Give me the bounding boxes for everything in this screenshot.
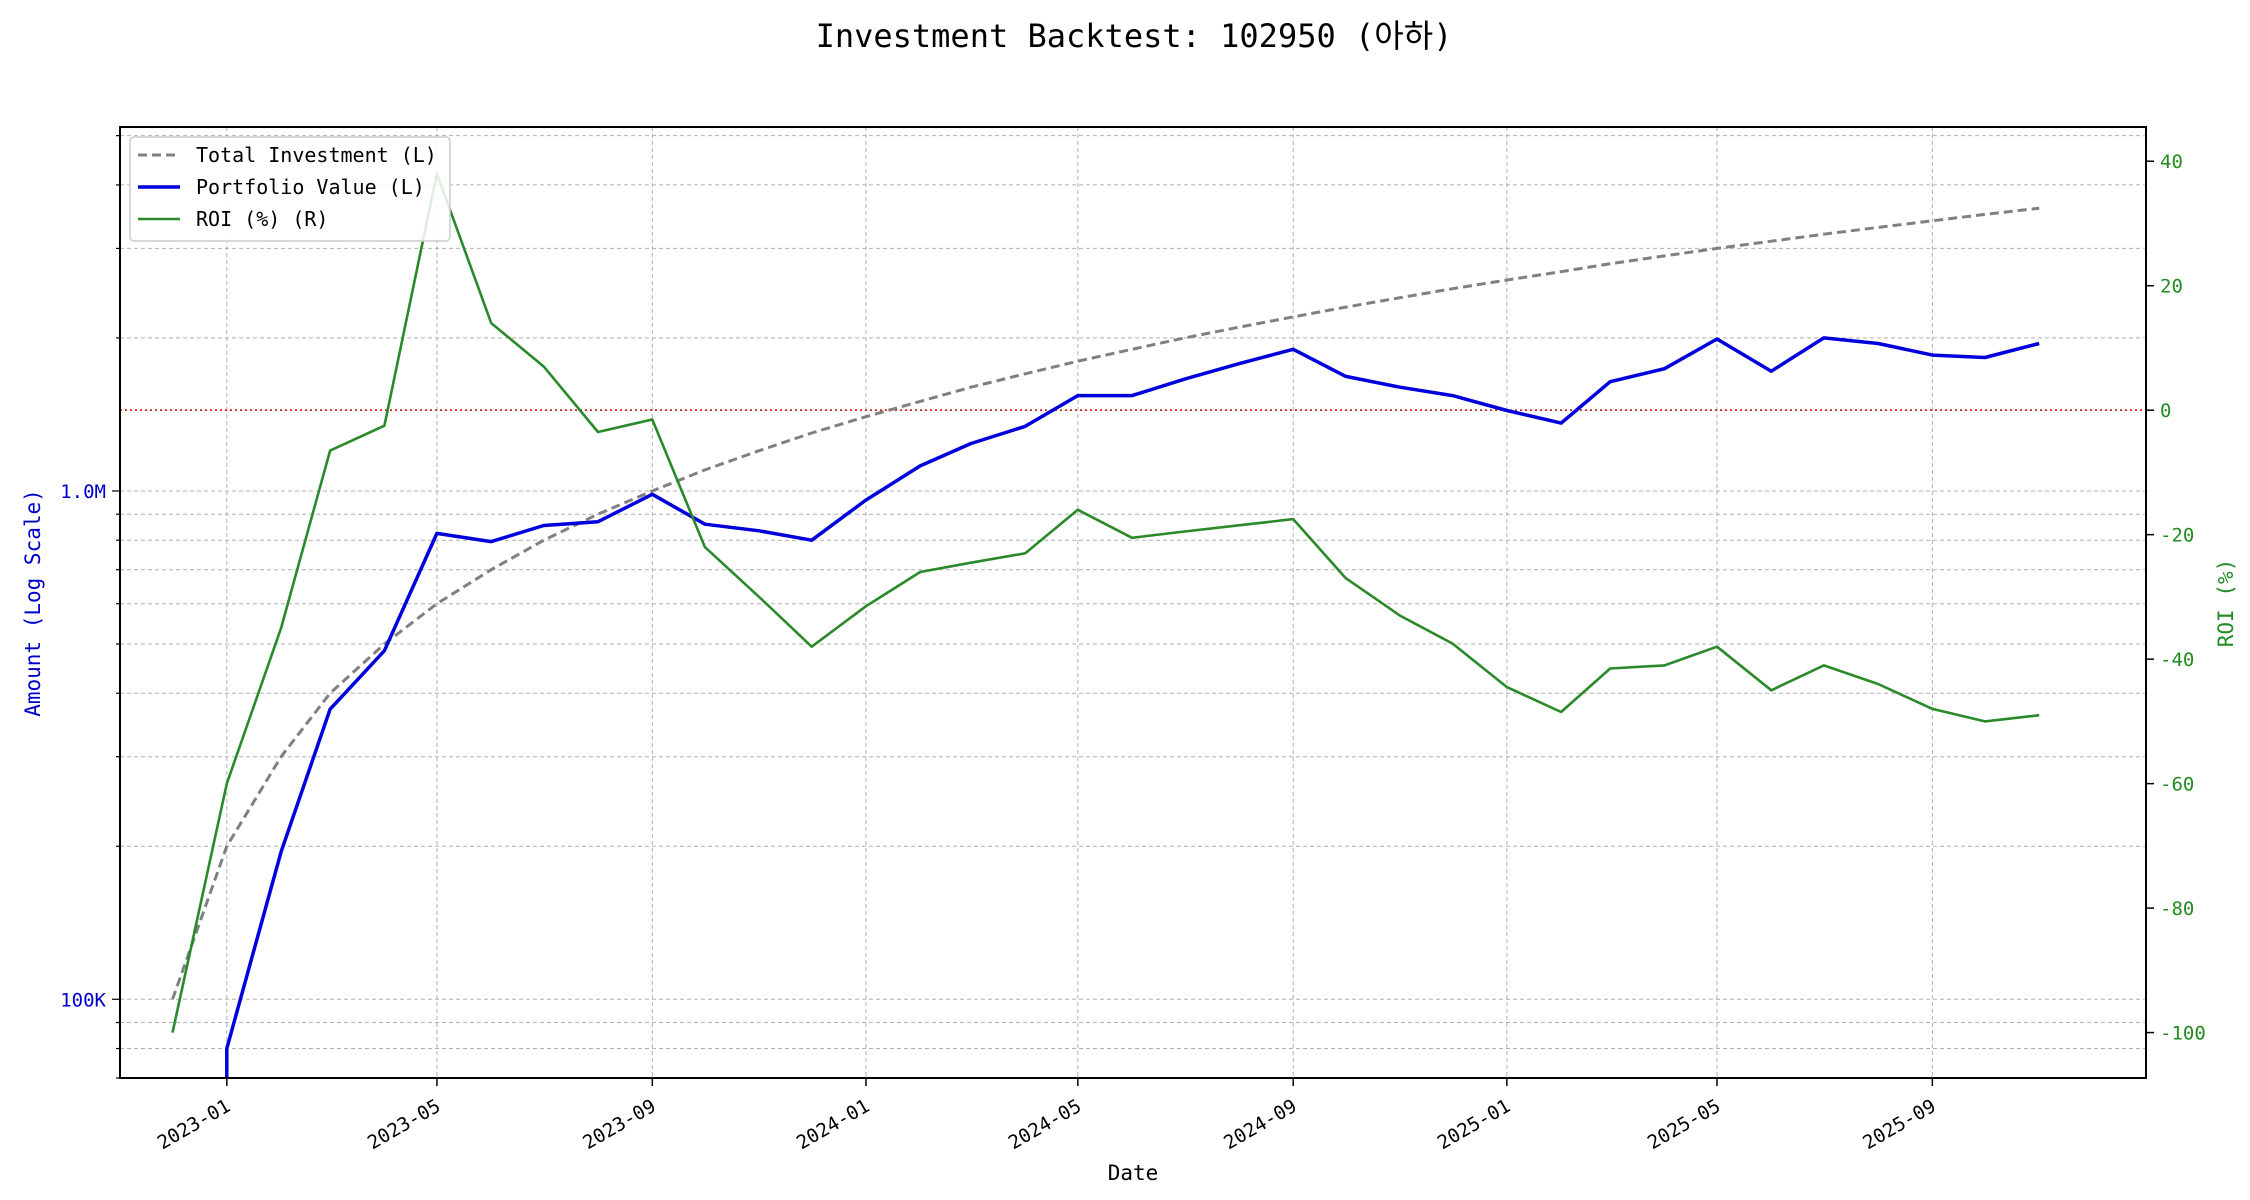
y-axis-right-label: ROI (%) [2214,559,2238,648]
y-left-tick-label: 1.0M [60,481,106,503]
legend-label: Total Investment (L) [196,143,437,167]
x-tick-label: 2023-01 [154,1095,234,1154]
y-right-tick-label: 40 [2160,151,2183,173]
y-right-tick-label: -20 [2160,525,2194,547]
x-tick-label: 2025-01 [1434,1095,1514,1154]
y-right-tick-label: -60 [2160,774,2194,796]
plot-frame [119,126,2147,1079]
x-axis-label: Date [1108,1161,1159,1185]
series-line-2 [171,172,2040,1033]
grid [120,127,2146,1079]
x-tick-label: 2025-09 [1859,1095,1939,1154]
legend-label: ROI (%) (R) [196,207,328,231]
legend: Total Investment (L) Portfolio Value (L) R… [129,136,451,242]
y-right-tick-label: 20 [2160,276,2183,298]
x-tick-label: 2023-09 [579,1095,659,1154]
y-right-tick-label: -80 [2160,898,2194,920]
y-left-tick-label: 100K [60,989,106,1011]
x-tick-label: 2025-05 [1644,1095,1724,1154]
series-lines [171,172,2040,1078]
chart-title: Investment Backtest: 102950 (아하) [816,17,1453,55]
x-tick-label: 2024-09 [1220,1095,1300,1154]
series-line-1 [225,336,2040,1078]
y-right-tick-label: 0 [2160,400,2171,422]
legend-label: Portfolio Value (L) [196,175,425,199]
legend-box [129,136,451,242]
axes: 2023-01 2023-05 2023-09 2024-01 2024-05 2024-… [60,135,2206,1154]
y-axis-left-label: Amount (Log Scale) [21,489,45,717]
series-line-0 [171,206,2040,1000]
x-tick-label: 2024-01 [793,1095,873,1154]
y-right-tick-label: -100 [2160,1023,2206,1045]
x-tick-label: 2023-05 [364,1095,444,1154]
x-tick-label: 2024-05 [1005,1095,1085,1154]
y-right-tick-label: -40 [2160,649,2194,671]
